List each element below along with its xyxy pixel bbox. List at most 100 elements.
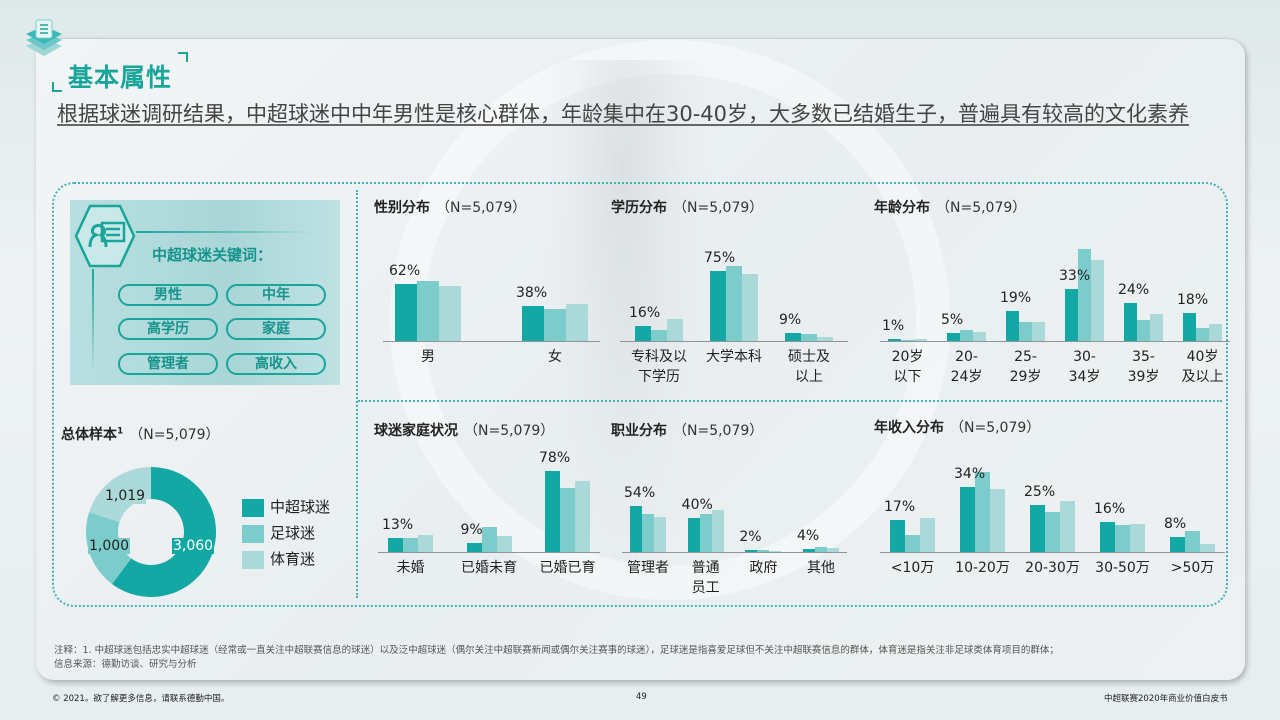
category-label: 女 bbox=[548, 349, 562, 365]
keyword-pill: 高收入 bbox=[226, 353, 326, 375]
bar-value-label: 25% bbox=[1024, 483, 1056, 500]
bar-体育迷 bbox=[1091, 260, 1104, 341]
bar-体育迷 bbox=[566, 304, 588, 341]
donut-value-label: 1,019 bbox=[104, 488, 147, 504]
chart-title: 年收入分布 （N=5,079） bbox=[874, 420, 1041, 436]
keyword-pill: 男性 bbox=[118, 284, 218, 306]
bar-足球迷 bbox=[905, 534, 920, 552]
category-label: 其他 bbox=[807, 560, 835, 576]
bar-体育迷 bbox=[418, 535, 433, 552]
bar-体育迷 bbox=[920, 517, 935, 552]
bar-足球迷 bbox=[726, 265, 742, 341]
bar-足球迷 bbox=[1196, 328, 1209, 341]
bar-体育迷 bbox=[711, 509, 724, 552]
page-number: 49 bbox=[636, 692, 647, 702]
chart-baseline bbox=[622, 552, 847, 553]
bar-体育迷 bbox=[496, 536, 512, 552]
bar-value-label: 4% bbox=[797, 527, 820, 544]
bar-足球迷 bbox=[651, 329, 667, 341]
legend-swatch bbox=[242, 524, 264, 543]
title-bracket-top-right bbox=[178, 52, 188, 62]
bar-中超球迷 bbox=[466, 542, 482, 552]
category-label: 男 bbox=[421, 349, 435, 365]
chart-title: 学历分布 （N=5,079） bbox=[611, 200, 764, 216]
bar-中超球迷 bbox=[687, 518, 700, 552]
category-label: 管理者 bbox=[627, 560, 669, 576]
footer-copyright: © 2021。欲了解更多信息，请联系德勤中国。 bbox=[52, 694, 230, 704]
category-label: 大学本科 bbox=[706, 349, 762, 365]
bar-足球迷 bbox=[403, 538, 418, 552]
sample-donut-chart bbox=[86, 467, 216, 597]
bar-体育迷 bbox=[1150, 314, 1163, 341]
chart-title: 职业分布 （N=5,079） bbox=[611, 423, 764, 439]
chart-baseline bbox=[383, 341, 600, 342]
footnote: 注释：1. 中超球迷包括忠实中超球迷（经常或一直关注中超联赛信息的球迷）以及泛中… bbox=[54, 645, 1059, 656]
bar-中超球迷 bbox=[522, 306, 544, 341]
bar-足球迷 bbox=[560, 487, 575, 552]
bar-value-label: 1% bbox=[882, 318, 905, 335]
bar-中超球迷 bbox=[1030, 504, 1045, 552]
keyword-pill: 高学历 bbox=[118, 318, 218, 340]
keyword-pill: 中年 bbox=[226, 284, 326, 306]
bar-体育迷 bbox=[914, 339, 927, 341]
donut-slice bbox=[111, 467, 216, 597]
chart-title: 年龄分布 （N=5,079） bbox=[874, 200, 1027, 216]
bar-value-label: 17% bbox=[884, 498, 916, 515]
keyword-panel-line-vertical bbox=[92, 269, 94, 373]
category-label: <10万 bbox=[890, 560, 935, 576]
category-label: 政府 bbox=[749, 560, 778, 576]
bar-value-label: 16% bbox=[629, 305, 661, 322]
bar-体育迷 bbox=[973, 331, 986, 341]
legend-swatch bbox=[242, 550, 264, 569]
category-label: 普通 员工 bbox=[691, 560, 720, 596]
bar-体育迷 bbox=[769, 550, 782, 552]
category-label: 硕士及 以上 bbox=[788, 349, 830, 385]
section-title: 基本属性 bbox=[68, 63, 173, 92]
bar-value-label: 13% bbox=[382, 517, 414, 534]
bar-中超球迷 bbox=[888, 339, 901, 341]
bar-中超球迷 bbox=[630, 506, 642, 552]
bar-value-label: 19% bbox=[1000, 289, 1032, 306]
category-label: 专科及以 下学历 bbox=[631, 349, 687, 385]
category-label: 20岁 以下 bbox=[891, 349, 924, 385]
sample-chart-title: 总体样本1 （N=5,079） bbox=[61, 426, 220, 443]
bar-足球迷 bbox=[544, 308, 566, 341]
bar-中超球迷 bbox=[803, 548, 815, 552]
keyword-pill: 家庭 bbox=[226, 318, 326, 340]
bar-value-label: 2% bbox=[739, 529, 762, 546]
bar-足球迷 bbox=[481, 527, 497, 552]
chart-baseline bbox=[620, 341, 848, 342]
chart-baseline bbox=[880, 341, 1230, 342]
bar-value-label: 38% bbox=[516, 285, 548, 302]
bar-足球迷 bbox=[960, 329, 973, 341]
bar-足球迷 bbox=[1019, 322, 1032, 341]
bar-value-label: 62% bbox=[389, 262, 421, 279]
category-label: 30- 34岁 bbox=[1068, 349, 1101, 385]
legend-item-super-league-fans: 中超球迷 bbox=[242, 497, 330, 517]
charts-container bbox=[52, 182, 1228, 607]
bar-value-label: 75% bbox=[704, 250, 736, 267]
bar-value-label: 9% bbox=[460, 521, 483, 538]
title-bracket-bottom-left bbox=[52, 82, 62, 92]
bar-体育迷 bbox=[817, 337, 833, 341]
stacked-layers-icon bbox=[26, 19, 62, 56]
bar-value-label: 54% bbox=[624, 485, 656, 502]
category-label: 未婚 bbox=[396, 560, 425, 576]
bar-足球迷 bbox=[1045, 512, 1060, 552]
bar-体育迷 bbox=[1032, 322, 1045, 341]
divider-horizontal bbox=[358, 400, 1222, 402]
headline: 根据球迷调研结果，中超球迷中中年男性是核心群体，年龄集中在30-40岁，大多数已… bbox=[57, 102, 1190, 126]
bar-中超球迷 bbox=[1183, 312, 1196, 341]
category-label: 10-20万 bbox=[955, 560, 1010, 576]
bar-体育迷 bbox=[439, 285, 461, 341]
category-label: 已婚已育 bbox=[539, 560, 596, 576]
category-label: 35- 39岁 bbox=[1127, 349, 1160, 385]
bar-足球迷 bbox=[417, 281, 439, 341]
bar-足球迷 bbox=[901, 340, 914, 341]
bar-体育迷 bbox=[654, 517, 666, 552]
bar-value-label: 40% bbox=[681, 497, 713, 513]
chart-title: 性别分布 （N=5,079） bbox=[374, 200, 527, 216]
bar-足球迷 bbox=[1185, 531, 1200, 552]
bar-足球迷 bbox=[1078, 249, 1091, 341]
bar-足球迷 bbox=[815, 546, 827, 552]
